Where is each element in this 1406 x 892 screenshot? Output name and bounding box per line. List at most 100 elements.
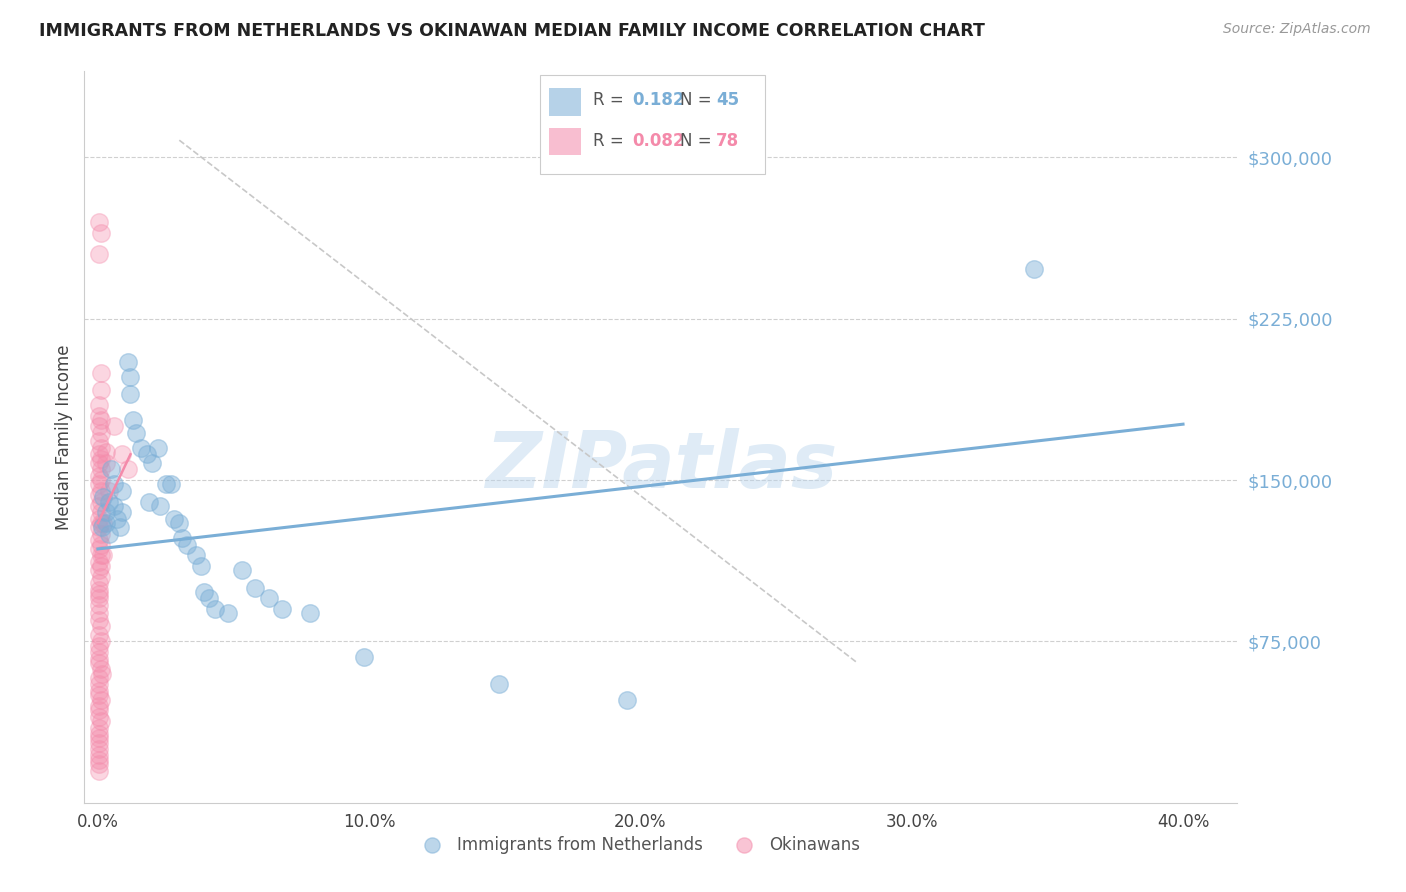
Point xyxy=(89,607,111,621)
FancyBboxPatch shape xyxy=(548,88,581,116)
Point xyxy=(89,541,111,556)
Point xyxy=(89,651,111,665)
Point xyxy=(90,366,112,380)
Point xyxy=(103,477,125,491)
Text: N =: N = xyxy=(681,91,717,109)
Point xyxy=(91,666,114,681)
Point xyxy=(89,764,111,778)
Point xyxy=(90,538,112,552)
Point xyxy=(89,753,111,767)
Point xyxy=(90,494,112,508)
Point xyxy=(89,639,111,653)
Point xyxy=(120,369,142,384)
Point xyxy=(93,491,115,505)
Point xyxy=(117,355,139,369)
Point xyxy=(170,531,193,545)
Point xyxy=(353,649,375,664)
Point xyxy=(90,714,112,728)
Point xyxy=(90,483,112,498)
Point xyxy=(135,447,157,461)
Point xyxy=(89,645,111,659)
Point xyxy=(89,576,111,591)
Point xyxy=(89,409,111,423)
Point xyxy=(89,698,111,713)
Point xyxy=(169,516,191,530)
Point xyxy=(138,494,160,508)
Point xyxy=(89,598,111,612)
Text: 0.082: 0.082 xyxy=(633,132,685,150)
Text: ZIPatlas: ZIPatlas xyxy=(485,428,837,504)
Point xyxy=(89,512,111,526)
Point xyxy=(89,533,111,548)
Text: Source: ZipAtlas.com: Source: ZipAtlas.com xyxy=(1223,22,1371,37)
Point xyxy=(111,505,134,519)
Point xyxy=(245,581,267,595)
Point xyxy=(155,477,177,491)
Point xyxy=(125,425,148,440)
Point xyxy=(217,607,239,621)
Point xyxy=(257,591,280,606)
Point xyxy=(89,520,111,534)
Point xyxy=(103,499,125,513)
Point xyxy=(90,692,112,706)
Point xyxy=(271,602,294,616)
Point xyxy=(90,505,112,519)
Point xyxy=(100,462,122,476)
Point xyxy=(149,499,172,513)
Point xyxy=(90,462,112,476)
Point xyxy=(488,677,510,691)
Point xyxy=(89,677,111,691)
Point xyxy=(93,516,115,530)
Point xyxy=(89,247,111,261)
Point xyxy=(89,742,111,756)
Point xyxy=(616,692,638,706)
Point xyxy=(160,477,183,491)
Point xyxy=(90,634,112,648)
Point xyxy=(89,656,111,670)
Point xyxy=(89,671,111,685)
Text: 78: 78 xyxy=(716,132,740,150)
Point xyxy=(117,462,139,476)
Point xyxy=(108,520,131,534)
Point xyxy=(90,441,112,455)
Point xyxy=(90,559,112,574)
Point xyxy=(89,434,111,449)
Point xyxy=(89,727,111,741)
Point xyxy=(90,662,112,676)
Point xyxy=(94,445,117,459)
Legend: Immigrants from Netherlands, Okinawans: Immigrants from Netherlands, Okinawans xyxy=(409,829,868,860)
Point xyxy=(90,226,112,240)
Text: IMMIGRANTS FROM NETHERLANDS VS OKINAWAN MEDIAN FAMILY INCOME CORRELATION CHART: IMMIGRANTS FROM NETHERLANDS VS OKINAWAN … xyxy=(39,22,986,40)
Text: R =: R = xyxy=(593,91,628,109)
Point xyxy=(90,619,112,633)
Point xyxy=(89,684,111,698)
Point xyxy=(184,549,207,563)
Point xyxy=(176,538,198,552)
Text: 45: 45 xyxy=(716,91,740,109)
Point xyxy=(231,564,253,578)
Point xyxy=(89,477,111,491)
Point xyxy=(122,413,145,427)
Point xyxy=(103,419,125,434)
Point xyxy=(89,555,111,569)
Point xyxy=(89,564,111,578)
Point xyxy=(89,398,111,412)
Point xyxy=(120,387,142,401)
Point xyxy=(90,516,112,530)
Point xyxy=(105,512,128,526)
Point xyxy=(97,527,120,541)
Point xyxy=(97,494,120,508)
Point xyxy=(94,516,117,530)
Point xyxy=(89,613,111,627)
Point xyxy=(89,488,111,502)
Point xyxy=(198,591,221,606)
Point xyxy=(93,549,115,563)
Point xyxy=(111,483,134,498)
Point xyxy=(90,425,112,440)
Point xyxy=(141,456,163,470)
Point xyxy=(94,456,117,470)
Point xyxy=(89,628,111,642)
Point xyxy=(90,383,112,397)
Point xyxy=(90,549,112,563)
Point xyxy=(89,731,111,746)
